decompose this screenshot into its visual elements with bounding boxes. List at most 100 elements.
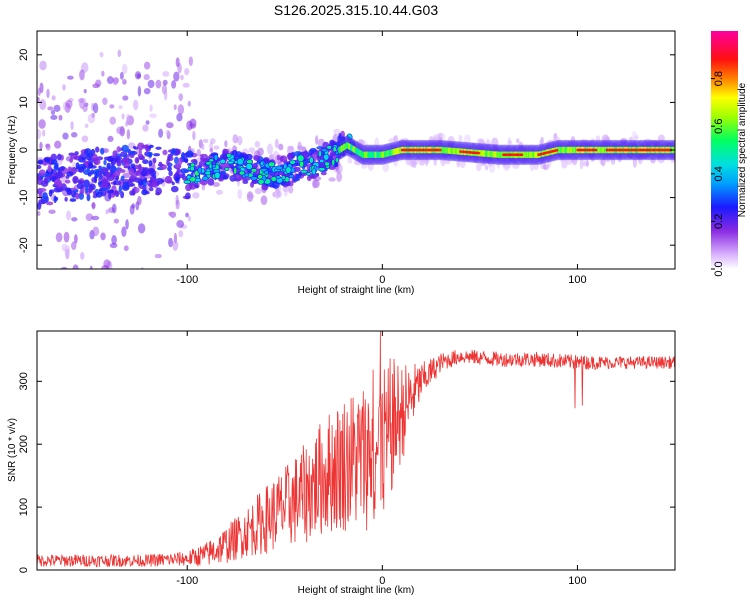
spectrogram-band-blob	[253, 155, 261, 161]
spectrogram-noise-blob	[120, 283, 127, 293]
spectrogram-band-blob	[316, 146, 324, 150]
snr-x-tick-label: -100	[176, 575, 198, 587]
spectrogram-hotspot-blob	[335, 157, 339, 163]
spectrogram-noise-blob	[149, 113, 158, 119]
spectrogram-noise-blob	[112, 80, 118, 86]
spectrogram-noise-blob	[213, 145, 220, 150]
spectrogram-noise-blob	[153, 278, 160, 283]
spectrogram-hotspot-blob	[318, 150, 322, 158]
spectrogram-noise-blob	[122, 271, 126, 281]
spectrogram-noise-blob	[542, 164, 550, 171]
snr-panel: -100 0 100 0 100 200 300 Height of straight l…	[7, 330, 676, 596]
spectrogram-hotspot-blob	[300, 169, 308, 174]
spectrogram-noise-blob	[288, 186, 294, 194]
spectrogram-noise-blob	[105, 209, 109, 215]
spectrogram-band-blob	[88, 187, 93, 193]
spectrogram-noise-blob	[254, 140, 261, 148]
spectrogram-noise-blob	[476, 138, 485, 143]
spectrogram-noise-blob	[54, 140, 62, 149]
spectrogram-noise-blob	[129, 204, 135, 215]
spectrogram-hotspot-blob	[197, 166, 203, 174]
spectrogram-hotspot-blob	[250, 168, 258, 173]
spectrogram-band-blob	[64, 196, 68, 202]
spectrogram-noise-blob	[58, 114, 63, 121]
spectrogram-band-blob	[287, 153, 292, 161]
spectrogram-noise-blob	[171, 80, 177, 89]
spectrogram-hotspot-blob	[233, 166, 238, 175]
spectrogram-hotspot-blob	[281, 175, 286, 180]
spectrogram-noise-blob	[109, 242, 118, 249]
spectrogram-hotspot-blob	[326, 145, 332, 150]
spectrogram-band-blob	[78, 155, 82, 160]
spectrogram-noise-blob	[187, 215, 191, 222]
spectrogram-band-blob	[162, 149, 168, 156]
spectrogram-noise-blob	[126, 129, 131, 140]
spectrogram-peak-segment	[439, 148, 442, 152]
spectrogram-hotspot-blob	[236, 157, 244, 166]
spectrogram-hotspot-blob	[211, 164, 217, 169]
spectrogram-noise-blob	[287, 145, 294, 150]
spectrogram-band-blob	[160, 179, 165, 183]
spectrogram-band-blob	[132, 145, 137, 149]
spectrogram-band-blob	[105, 171, 111, 178]
spectrogram-noise-blob	[44, 295, 49, 305]
spectrogram-band-blob	[301, 172, 307, 177]
spectrogram-y-tick-label: 20	[18, 49, 30, 61]
spectrogram-noise-blob	[87, 113, 96, 124]
spectrogram-band-blob	[85, 185, 89, 194]
spectrogram-noise-blob	[53, 104, 61, 112]
spectrogram-hotspot-blob	[245, 163, 253, 170]
spectrogram-band-blob	[55, 171, 64, 179]
spectrogram-band-blob	[171, 147, 176, 155]
spectrogram-band-blob	[207, 178, 215, 186]
spectrogram-noise-blob	[70, 121, 74, 130]
spectrogram-noise-blob	[85, 213, 94, 222]
spectrogram-band-blob	[123, 154, 128, 159]
spectrogram-band-blob	[134, 164, 141, 170]
spectrogram-noise-blob	[137, 85, 142, 97]
spectrogram-noise-blob	[312, 179, 320, 189]
spectrogram-hotspot-blob	[183, 179, 192, 185]
spectrogram-noise-blob	[89, 265, 93, 269]
spectrogram-noise-blob	[184, 68, 190, 76]
spectrogram-noise-blob	[388, 138, 395, 143]
spectrogram-band-blob	[100, 147, 105, 155]
spectrogram-noise-blob	[463, 134, 471, 144]
spectrogram-band-blob	[235, 175, 243, 181]
spectrogram-hotspot-blob	[219, 158, 226, 165]
snr-y-ticks: 0 100 200 300	[18, 372, 675, 573]
spectrogram-band-blob	[164, 175, 173, 184]
spectrogram-band-blob	[242, 180, 249, 185]
spectrogram-hotspot-blob	[238, 170, 245, 176]
spectrogram-band-blob	[155, 187, 162, 195]
spectrogram-noise-blob	[35, 279, 41, 286]
spectrogram-hotspot-blob	[288, 174, 295, 179]
spectrogram-hotspot-blob	[317, 167, 326, 172]
spectrogram-noise-blob	[77, 97, 86, 104]
spectrogram-noise-blob	[82, 105, 88, 113]
spectrogram-band-blob	[167, 153, 172, 161]
spectrogram-band-blob	[175, 176, 180, 184]
spectrogram-band-blob	[38, 169, 46, 177]
spectrogram-noise-blob	[80, 251, 85, 260]
spectrogram-band-blob	[76, 182, 85, 190]
spectrogram-noise-blob	[187, 100, 191, 107]
snr-x-ticks: -100 0 100	[176, 331, 587, 587]
spectrogram-noise-blob	[126, 113, 130, 122]
spectrogram-hotspot-blob	[309, 156, 314, 164]
spectrogram-band-blob	[70, 187, 77, 191]
spectrogram-band-blob	[167, 166, 172, 172]
spectrogram-band-blob	[153, 153, 161, 157]
spectrogram-band-blob	[198, 161, 203, 168]
spectrogram-band-blob	[44, 157, 51, 163]
spectrogram-noise-blob	[92, 226, 100, 237]
spectrogram-noise-blob	[152, 282, 156, 286]
spectrogram-band-blob	[128, 168, 135, 176]
spectrogram-noise-blob	[177, 104, 185, 115]
spectrogram-band-blob	[134, 177, 142, 183]
snr-x-axis-title: Height of straight line (km)	[298, 585, 415, 596]
spectrogram-hotspot-blob	[214, 171, 221, 180]
spectrogram-noise-blob	[95, 79, 102, 87]
spectrogram-noise-blob	[209, 148, 214, 153]
spectrogram-band-blob	[95, 191, 103, 198]
